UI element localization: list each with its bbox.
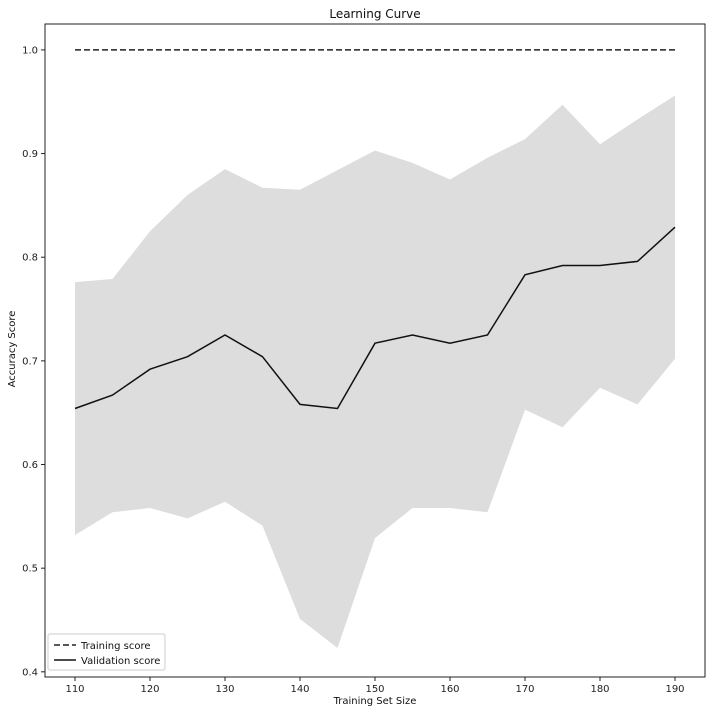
chart-title: Learning Curve bbox=[329, 7, 420, 21]
y-tick-label: 0.9 bbox=[22, 149, 38, 160]
validation-std-band-layer bbox=[75, 95, 675, 648]
x-tick-label: 110 bbox=[65, 684, 84, 695]
x-tick-label: 150 bbox=[365, 684, 384, 695]
legend-box bbox=[47, 633, 166, 671]
y-tick-label: 0.4 bbox=[22, 667, 38, 678]
x-tick-label: 190 bbox=[665, 684, 684, 695]
y-tick-label: 1.0 bbox=[22, 45, 38, 56]
y-tick-label: 0.5 bbox=[22, 564, 38, 575]
legend-label-validation: Validation score bbox=[81, 656, 160, 667]
y-tick-label: 0.6 bbox=[22, 460, 38, 471]
x-tick-label: 140 bbox=[290, 684, 309, 695]
y-tick-label: 0.8 bbox=[22, 253, 38, 264]
legend-label-training: Training score bbox=[80, 641, 151, 652]
validation-score-line bbox=[74, 226, 676, 410]
series-lines-layer bbox=[74, 49, 676, 410]
x-tick-label: 170 bbox=[515, 684, 534, 695]
y-axis-ticks: 0.4 0.5 0.6 0.7 0.8 0.9 1.0 bbox=[22, 45, 45, 678]
x-tick-label: 160 bbox=[440, 684, 459, 695]
x-axis-label: Training Set Size bbox=[333, 696, 417, 707]
x-axis-ticks: 110 120 130 140 150 160 170 180 190 bbox=[65, 677, 685, 695]
x-tick-label: 120 bbox=[140, 684, 159, 695]
validation-std-band bbox=[75, 95, 675, 648]
x-tick-label: 180 bbox=[590, 684, 609, 695]
legend: Training score Validation score bbox=[47, 633, 166, 671]
x-tick-label: 130 bbox=[215, 684, 234, 695]
y-tick-label: 0.7 bbox=[22, 356, 38, 367]
y-axis-label: Accuracy Score bbox=[7, 311, 18, 388]
